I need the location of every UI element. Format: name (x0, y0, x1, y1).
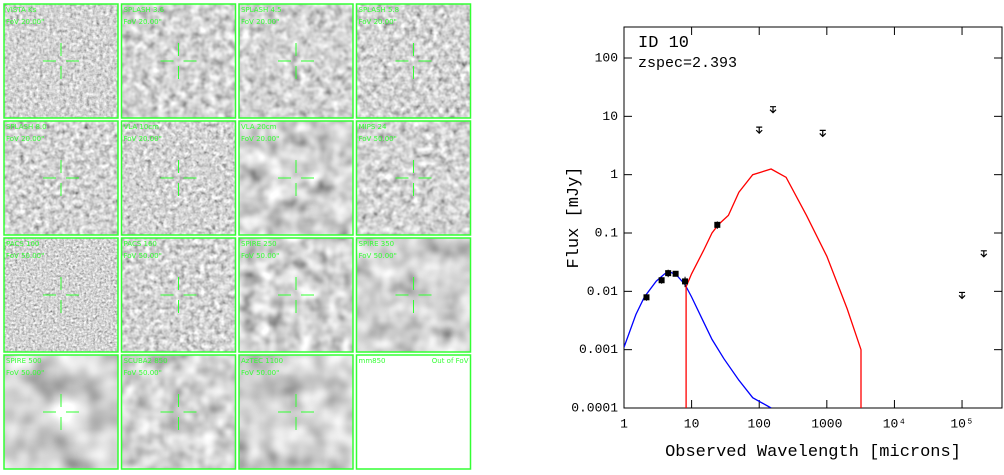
cutout-band: SPLASH 4.5 (241, 6, 282, 14)
data-point (643, 294, 650, 301)
y-axis-label: Flux [mJy] (565, 166, 584, 268)
cutout-status: Out of FoV (432, 357, 469, 365)
model-curve (624, 271, 772, 408)
cutout-fov: FoV 50.00" (124, 252, 162, 260)
cutout-fov: FoV 20.00" (359, 18, 397, 26)
x-tick-label: 10 (684, 416, 700, 431)
cutout-fov: FoV 20.00" (124, 135, 162, 143)
x-tick-label: 1 (620, 416, 628, 431)
cutout-image (121, 4, 236, 118)
annotation: ID 10 (638, 34, 689, 53)
cutout-image (239, 4, 353, 118)
cutout-band: SPIRE 350 (359, 240, 395, 248)
cutout-empty (356, 355, 471, 469)
y-tick-label: 100 (595, 50, 618, 65)
cutout-fov: FoV 50.00" (241, 369, 279, 377)
cutout-grid: VISTA Ks FoV 20.00" SPLASH 3.6 FoV 20.00" SP… (3, 3, 472, 470)
cutout-band: MIPS 24 (359, 123, 387, 131)
cutout-image (239, 238, 353, 352)
cutout-fov: FoV 20.00" (241, 18, 279, 26)
cutout-band: SPLASH 3.6 (124, 6, 165, 14)
x-tick-label: 1000 (811, 416, 842, 431)
cutout-fov: FoV 20.00" (6, 135, 44, 143)
cutout-frame (3, 237, 119, 353)
cutout-band: SCUBA2 850 (124, 357, 168, 365)
x-tick-label: 100 (748, 416, 771, 431)
y-tick-label: 1 (610, 167, 618, 182)
model-curve (685, 168, 862, 408)
cutout-frame (120, 354, 237, 470)
cutout-frame (355, 237, 472, 353)
cutout-frame (3, 354, 119, 470)
cutout-band: PACS 100 (6, 240, 39, 248)
cutout-image (239, 355, 353, 469)
cutout-image (356, 238, 471, 352)
cutout-band: PACS 160 (124, 240, 157, 248)
y-tick-label: 0.001 (579, 342, 618, 357)
cutout-fov: FoV 20.00" (241, 135, 279, 143)
data-point (665, 270, 672, 277)
cutout-fov: FoV 50.00" (6, 252, 44, 260)
cutout-image (121, 355, 236, 469)
cutout-fov: FoV 50.00" (359, 252, 397, 260)
cutout-band: SPLASH 8.0 (6, 123, 47, 131)
plot-frame (623, 26, 1003, 409)
cutout-frame (3, 3, 119, 119)
y-tick-label: 10 (602, 109, 618, 124)
cutout-band: VLA 20cm (241, 123, 277, 131)
data-point (672, 270, 679, 277)
cutout-frame (3, 120, 119, 236)
cutout-image (356, 121, 471, 235)
cutout-fov: FoV 20.00" (124, 18, 162, 26)
cutout-band: mm850 (359, 357, 386, 365)
cutout-fov: FoV 50.00" (6, 369, 44, 377)
cutout-image (4, 4, 118, 118)
cutout-image (239, 121, 353, 235)
cutout-band: VLA 10cm (124, 123, 160, 131)
cutout-fov: FoV 50.00" (124, 369, 162, 377)
cutout-band: SPIRE 250 (241, 240, 277, 248)
cutout-band: SPLASH 5.8 (359, 6, 400, 14)
upper-limit (958, 291, 966, 300)
annotation: zspec=2.393 (638, 55, 737, 72)
upper-limit (769, 106, 777, 114)
cutout-band: AzTEC 1100 (241, 357, 283, 365)
cutout-frame (120, 3, 237, 119)
upper-limit (755, 126, 763, 134)
cutout-fov: FoV 20.00" (6, 18, 44, 26)
upper-limit (980, 250, 988, 258)
x-tick-label: 10⁵ (950, 416, 973, 431)
cutout-fov: FoV 50.00" (241, 252, 279, 260)
x-axis-label: Observed Wavelength [microns] (665, 443, 961, 462)
cutout-frame (238, 3, 354, 119)
cutout-frame (120, 237, 237, 353)
cutout-frame (355, 354, 472, 470)
cutout-frame (355, 3, 472, 119)
cutout-frame (355, 120, 472, 236)
y-tick-label: 0.1 (595, 225, 619, 240)
data-point (658, 277, 665, 284)
cutout-frame (238, 120, 354, 236)
upper-limit (819, 129, 827, 138)
cutout-band: SPIRE 500 (6, 357, 42, 365)
cutout-image (121, 238, 236, 352)
y-tick-label: 0.01 (587, 284, 618, 299)
cutout-image (4, 121, 118, 235)
data-point (682, 278, 689, 285)
data-point (714, 221, 721, 228)
cutout-image (4, 355, 118, 469)
cutout-image (4, 238, 118, 352)
cutout-frame (238, 354, 354, 470)
cutout-band: VISTA Ks (6, 6, 37, 14)
y-tick-label: 0.0001 (571, 400, 618, 415)
cutout-frame (238, 237, 354, 353)
x-tick-label: 10⁴ (883, 416, 906, 431)
cutout-fov: FoV 50.00" (359, 135, 397, 143)
sed-chart: 0.0001 0.001 0.01 0.1 1 10 100 1 10 100 1000 10⁴ 10⁵… (565, 26, 1003, 462)
cutout-image (356, 4, 471, 118)
cutout-image (121, 121, 236, 235)
cutout-frame (120, 120, 237, 236)
